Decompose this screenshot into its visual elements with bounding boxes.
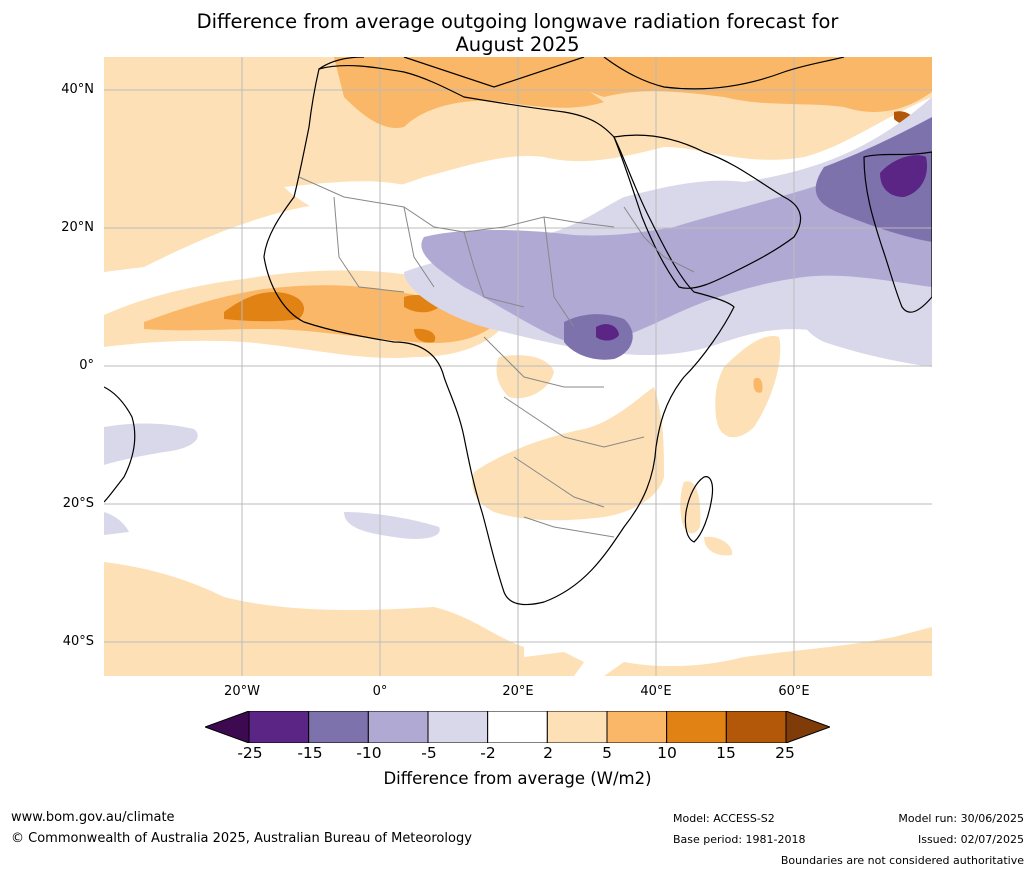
footer-model: Model: ACCESS-S2	[673, 812, 775, 825]
colorbar-tick: 5	[602, 744, 612, 762]
lat-label-20n: 20°N	[61, 220, 94, 235]
colorbar-tick: 10	[657, 744, 677, 762]
colorbar	[205, 711, 830, 743]
sahel-white-gap	[284, 181, 624, 247]
lon-label-40e: 40°E	[640, 684, 672, 699]
coastlines	[104, 57, 932, 606]
colorbar-tick: -2	[480, 744, 496, 762]
lat-label-40s: 40°S	[62, 634, 94, 649]
africa-coastline	[263, 64, 735, 606]
guinea-coast-strong-positive	[224, 291, 304, 322]
colorbar-tick: 15	[716, 744, 736, 762]
lon-label-60e: 60°E	[778, 684, 810, 699]
lon-label-20e: 20°E	[502, 684, 534, 699]
cameroon-strong-positive	[414, 328, 436, 343]
colorbar-segment	[308, 711, 369, 743]
footer-model-run: Model run: 30/06/2025	[898, 812, 1024, 825]
country-boundaries	[298, 176, 695, 538]
footer-url[interactable]: www.bom.gov.au/climate	[11, 810, 175, 825]
mascarene-positive	[715, 336, 781, 438]
colorbar-tick: 2	[543, 744, 553, 762]
south-america-coastline	[104, 386, 136, 503]
india-coastline	[863, 151, 932, 313]
colorbar-label: Difference from average (W/m2)	[383, 769, 652, 788]
south-indian-positive	[704, 536, 733, 556]
mascarene-moderate	[753, 377, 763, 393]
colorbar-tick: -5	[421, 744, 437, 762]
title-line-2: August 2025	[455, 33, 580, 56]
footer-copyright: © Commonwealth of Australia 2025, Austra…	[11, 831, 472, 846]
colorbar-segment	[367, 711, 429, 743]
south-atlantic-small-positive-region	[524, 652, 584, 676]
south-atlantic-positive-region	[104, 562, 524, 676]
colorbar-segment	[487, 711, 548, 743]
lat-label-40n: 40°N	[61, 82, 94, 97]
footer-disclaimer: Boundaries are not considered authoritat…	[780, 854, 1024, 867]
sahel-medium-negative	[421, 127, 932, 347]
lon-label-0: 0°	[372, 684, 388, 699]
colorbar-tick: -10	[356, 744, 382, 762]
indian-ocean-negative	[800, 294, 932, 367]
arabia-coastline	[613, 134, 802, 289]
south-indian-positive-region	[604, 627, 932, 676]
map-title: Difference from average outgoing longwav…	[0, 10, 1035, 56]
colorbar-segment	[666, 711, 727, 743]
india-strong-negative	[815, 117, 932, 242]
footer-base-period: Base period: 1981-2018	[673, 833, 806, 846]
footer-issued: Issued: 02/07/2025	[917, 833, 1024, 846]
olr-anomaly-map	[104, 57, 932, 676]
eastern-europe-positive-region	[524, 57, 932, 112]
lat-label-20s: 20°S	[62, 496, 94, 511]
mediterranean-positive-region	[334, 57, 604, 128]
colorbar-segment	[427, 711, 489, 743]
colorbar-tick: 25	[775, 744, 795, 762]
india-core-negative	[880, 155, 928, 197]
colorbar-segment	[248, 711, 310, 743]
south-atlantic-negative-patch-3	[104, 512, 129, 535]
madagascar-coastline	[684, 476, 714, 543]
colorbar-extension-high	[785, 711, 830, 743]
southern-africa-positive	[472, 387, 664, 521]
colorbar-segment	[606, 711, 668, 743]
south-atlantic-negative-patch-2	[344, 512, 440, 539]
colorbar-segment	[725, 711, 787, 743]
colorbar-tick: -15	[297, 744, 323, 762]
south-atlantic-negative-patch-1	[104, 423, 198, 465]
lon-label-20w: 20°W	[224, 684, 260, 699]
europe-coastline	[318, 57, 845, 90]
colorbar-tick: -25	[237, 744, 263, 762]
east-africa-core-negative	[596, 324, 619, 341]
colorbar-extension-low	[205, 711, 250, 743]
lat-label-equator: 0°	[79, 358, 94, 373]
graticule	[104, 57, 932, 676]
colorbar-segment	[546, 711, 608, 743]
title-line-1: Difference from average outgoing longwav…	[196, 10, 839, 33]
